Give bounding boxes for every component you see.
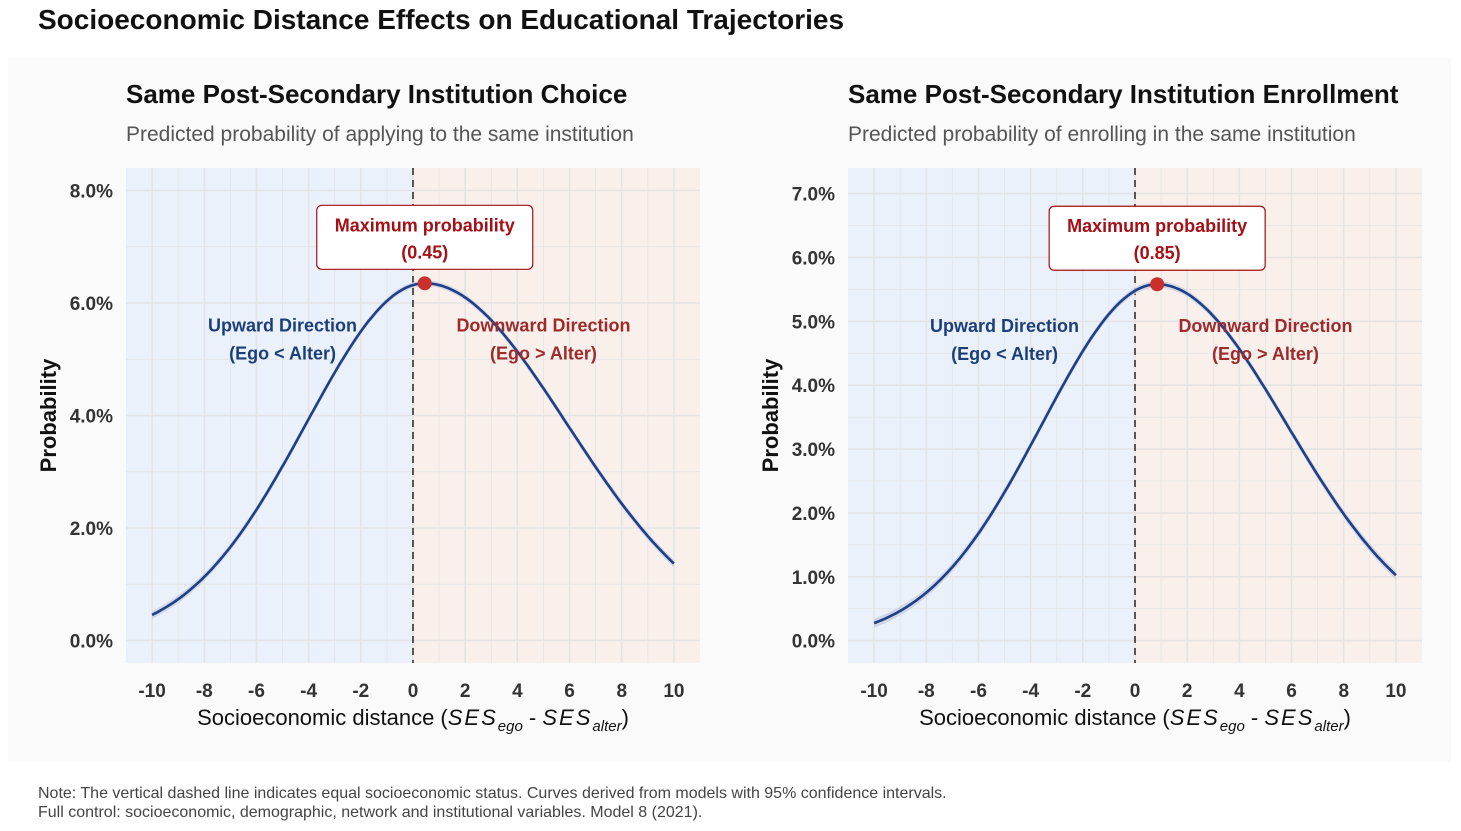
y-tick-label: 4.0%	[70, 407, 113, 428]
y-axis-label: Probability	[758, 358, 783, 472]
x-tick-label: -10	[138, 681, 165, 702]
x-tick-label: 6	[564, 681, 575, 702]
x-tick-label: -6	[970, 681, 987, 702]
max-probability-value: (0.45)	[401, 242, 448, 262]
chart-institution-choice: Same Post-Secondary Institution Choice Pr…	[36, 79, 700, 735]
max-probability-label: Maximum probability	[335, 215, 515, 235]
x-tick-label: 2	[460, 681, 471, 702]
chart-title: Same Post-Secondary Institution Choice	[126, 79, 627, 109]
upward-direction-label: Upward Direction	[208, 315, 357, 335]
max-probability-value: (0.85)	[1134, 243, 1181, 263]
x-tick-label: 8	[1338, 681, 1349, 702]
downward-direction-label: Downward Direction	[456, 315, 630, 335]
y-tick-label: 2.0%	[70, 519, 113, 540]
footer-note: Note: The vertical dashed line indicates…	[38, 784, 947, 822]
y-tick-label: 6.0%	[70, 294, 113, 315]
y-tick-label: 7.0%	[792, 185, 835, 206]
y-tick-label: 0.0%	[792, 632, 835, 653]
y-tick-label: 8.0%	[70, 182, 113, 203]
x-tick-label: -4	[300, 681, 317, 702]
x-tick-label: -8	[918, 681, 935, 702]
footer-note-line-1: Note: The vertical dashed line indicates…	[38, 785, 947, 802]
max-probability-point	[417, 276, 432, 291]
x-tick-label: 4	[1234, 681, 1245, 702]
x-tick-label: -2	[352, 681, 369, 702]
downward-direction-label: Downward Direction	[1178, 316, 1352, 336]
y-tick-label: 0.0%	[70, 632, 113, 653]
max-probability-box	[316, 204, 534, 270]
chart-subtitle: Predicted probability of applying to the…	[126, 123, 634, 146]
x-tick-label: -10	[860, 681, 887, 702]
footer-note-line-2: Full control: socioeconomic, demographic…	[38, 804, 703, 821]
downward-direction-sublabel: (Ego > Alter)	[490, 343, 597, 363]
max-probability-box	[1048, 205, 1266, 271]
x-axis-label: Socioeconomic distance (SESego - SESalte…	[919, 705, 1351, 735]
x-tick-label: 10	[663, 681, 684, 702]
x-tick-label: -4	[1022, 681, 1039, 702]
probability-curve	[151, 282, 675, 617]
upward-direction-sublabel: (Ego < Alter)	[229, 343, 336, 363]
y-tick-label: 5.0%	[792, 312, 835, 333]
y-tick-label: 6.0%	[792, 248, 835, 269]
x-tick-label: -6	[248, 681, 265, 702]
y-tick-label: 4.0%	[792, 376, 835, 397]
upward-direction-sublabel: (Ego < Alter)	[951, 344, 1058, 364]
upward-direction-label: Upward Direction	[930, 316, 1079, 336]
x-tick-label: -8	[196, 681, 213, 702]
chart-institution-enrollment: Same Post-Secondary Institution Enrollme…	[758, 79, 1422, 735]
x-tick-label: -2	[1074, 681, 1091, 702]
chart-title: Same Post-Secondary Institution Enrollme…	[848, 79, 1399, 109]
y-tick-label: 3.0%	[792, 440, 835, 461]
x-tick-label: 8	[616, 681, 627, 702]
x-axis-label: Socioeconomic distance (SESego - SESalte…	[197, 705, 629, 735]
downward-direction-sublabel: (Ego > Alter)	[1212, 344, 1319, 364]
probability-curve	[873, 283, 1397, 625]
page-title: Socioeconomic Distance Effects on Educat…	[38, 4, 845, 35]
y-tick-label: 2.0%	[792, 504, 835, 525]
chart-subtitle: Predicted probability of enrolling in th…	[848, 123, 1356, 146]
y-tick-label: 1.0%	[792, 568, 835, 589]
max-probability-point	[1150, 277, 1165, 292]
max-probability-label: Maximum probability	[1067, 216, 1247, 236]
y-axis-label: Probability	[36, 358, 61, 472]
x-tick-label: 4	[512, 681, 523, 702]
x-tick-label: 0	[1130, 681, 1141, 702]
x-tick-label: 6	[1286, 681, 1297, 702]
x-tick-label: 10	[1385, 681, 1406, 702]
x-tick-label: 2	[1182, 681, 1193, 702]
x-tick-label: 0	[408, 681, 419, 702]
